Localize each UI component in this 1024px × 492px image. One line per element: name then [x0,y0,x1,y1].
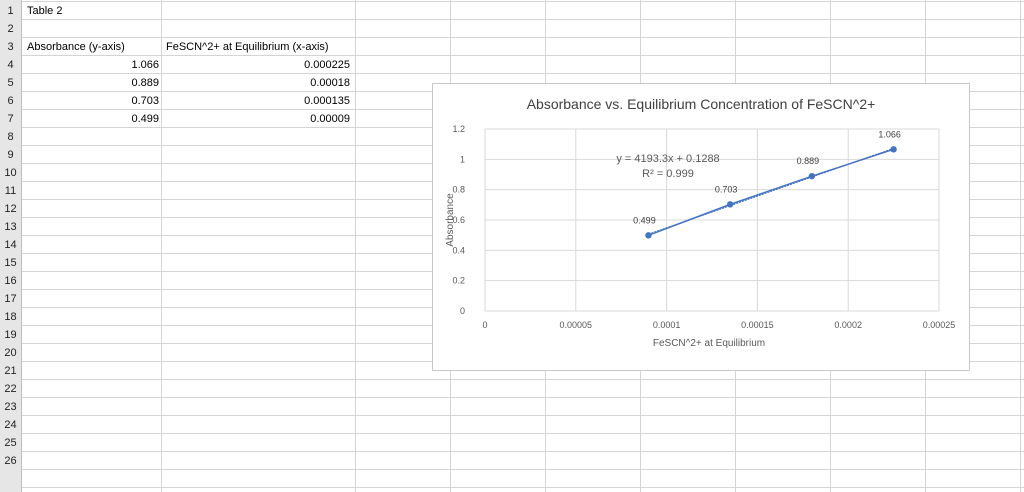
cell-table-title[interactable]: Table 2 [27,5,63,17]
x-tick-label: 0.00005 [560,320,593,330]
row-gridline [22,397,1024,398]
row-gridline [22,469,1024,470]
chart-gridlines [484,128,940,312]
x-tick-label: 0.00015 [741,320,774,330]
cell-absorbance-header[interactable]: Absorbance (y-axis) [27,41,125,53]
row-gridline [22,73,1024,74]
cell-absorbance-1[interactable]: 1.066 [131,59,159,71]
chart-title: Absorbance vs. Equilibrium Concentration… [527,96,876,112]
row-gridline [22,19,1024,20]
row-gridline [22,379,1024,380]
y-tick-labels: 0 0.2 0.4 0.6 0.8 1 1.2 [452,124,465,316]
row-number[interactable]: 21 [4,365,17,377]
y-tick-label: 0.8 [452,185,465,195]
x-tick-label: 0 [482,320,487,330]
row-number[interactable]: 4 [7,59,14,71]
scatter-chart[interactable]: Absorbance vs. Equilibrium Concentration… [432,83,970,371]
y-tick-label: 0.2 [452,276,465,286]
data-points [645,146,897,239]
x-tick-label: 0.0001 [653,320,681,330]
row-gridline [22,415,1024,416]
cell-concentration-3[interactable]: 0.000135 [304,95,350,107]
data-point [890,146,897,153]
column-gridline [1020,0,1021,492]
y-tick-label: 0.6 [452,215,465,225]
row-number[interactable]: 1 [7,5,14,17]
row-number[interactable]: 14 [4,239,17,251]
data-labels: 0.499 0.703 0.889 1.066 [633,129,901,225]
row-number[interactable]: 15 [4,257,17,269]
x-tick-label: 0.00025 [923,320,956,330]
row-number[interactable]: 13 [4,221,17,233]
row-number[interactable]: 12 [4,203,17,215]
y-tick-label: 1.2 [452,124,465,134]
y-tick-label: 1 [460,154,465,164]
row-gridline [22,1,1024,2]
series-line [648,148,894,237]
cell-concentration-1[interactable]: 0.000225 [304,59,350,71]
data-label: 0.703 [715,184,738,194]
cell-absorbance-4[interactable]: 0.499 [131,113,159,125]
row-number[interactable]: 6 [7,95,14,107]
row-number[interactable]: 20 [4,347,17,359]
row-gridline [22,433,1024,434]
y-tick-label: 0 [460,306,465,316]
row-number[interactable]: 22 [4,383,17,395]
data-point [726,201,734,208]
data-label: 0.499 [633,215,656,225]
row-header-column [0,0,22,492]
data-label: 1.066 [878,129,901,139]
row-number[interactable]: 23 [4,401,17,413]
x-tick-labels: 0 0.00005 0.0001 0.00015 0.0002 0.00025 [482,320,955,330]
row-gridline [22,55,1024,56]
data-label: 0.889 [797,156,820,166]
trendline-equation: y = 4193.3x + 0.1288 [616,153,719,165]
cell-concentration-header[interactable]: FeSCN^2+ at Equilibrium (x-axis) [166,41,329,53]
cell-concentration-2[interactable]: 0.00018 [310,77,350,89]
cell-absorbance-3[interactable]: 0.703 [131,95,159,107]
column-gridline [161,0,162,492]
row-number[interactable]: 19 [4,329,17,341]
row-gridline [22,451,1024,452]
row-number[interactable]: 5 [7,77,14,89]
row-number[interactable]: 3 [7,41,14,53]
row-number[interactable]: 11 [4,185,17,197]
chart-canvas: Absorbance vs. Equilibrium Concentration… [445,96,955,349]
row-number[interactable]: 25 [4,437,17,449]
x-tick-label: 0.0002 [834,320,862,330]
row-number[interactable]: 7 [7,113,14,125]
row-number[interactable]: 26 [4,455,17,467]
row-gridline [22,37,1024,38]
x-axis-label: FeSCN^2+ at Equilibrium [653,338,765,349]
column-gridline [355,0,356,492]
row-number[interactable]: 17 [4,293,17,305]
row-number[interactable]: 2 [7,23,14,35]
row-number[interactable]: 9 [7,149,14,161]
cell-concentration-4[interactable]: 0.00009 [310,113,350,125]
row-number[interactable]: 10 [4,167,17,179]
row-number[interactable]: 18 [4,311,17,323]
data-point [645,232,652,239]
y-tick-label: 0.4 [452,245,465,255]
row-number[interactable]: 16 [4,275,17,287]
row-number[interactable]: 8 [7,131,14,143]
row-number[interactable]: 24 [4,419,17,431]
row-gridline [22,487,1024,488]
y-axis-label: Absorbance [445,193,456,247]
trendline-r-squared: R² = 0.999 [642,168,694,180]
data-point [808,172,816,180]
cell-absorbance-2[interactable]: 0.889 [131,77,159,89]
